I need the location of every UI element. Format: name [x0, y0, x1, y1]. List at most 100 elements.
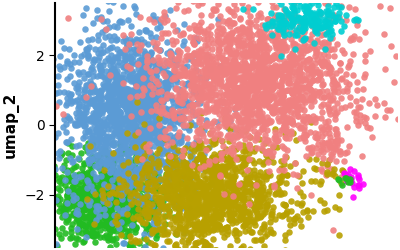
Point: [241, 100, 248, 104]
Point: [395, 117, 400, 121]
Point: [150, 199, 156, 203]
Point: [144, 181, 150, 185]
Point: [114, 196, 120, 200]
Point: [207, 162, 214, 166]
Point: [70, 179, 77, 183]
Point: [158, 142, 164, 146]
Point: [213, 107, 220, 111]
Point: [76, 188, 82, 192]
Point: [280, 30, 286, 34]
Point: [118, 96, 124, 100]
Point: [215, 191, 221, 195]
Point: [98, 174, 105, 178]
Point: [334, 101, 340, 105]
Point: [122, 107, 129, 111]
Point: [252, 94, 258, 98]
Point: [121, 90, 128, 94]
Point: [322, 61, 328, 65]
Point: [198, 91, 205, 95]
Point: [75, 186, 82, 190]
Point: [262, 141, 268, 145]
Point: [211, 156, 217, 160]
Point: [156, 25, 163, 29]
Point: [114, 72, 120, 76]
Point: [114, 214, 121, 218]
Point: [146, 136, 152, 140]
Point: [122, 146, 128, 150]
Point: [229, 10, 235, 14]
Point: [210, 76, 217, 80]
Point: [332, 174, 338, 178]
Point: [133, 90, 139, 94]
Point: [152, 243, 158, 247]
Point: [314, 136, 320, 140]
Point: [62, 178, 68, 182]
Point: [177, 117, 184, 121]
Point: [193, 60, 199, 64]
Point: [138, 94, 144, 98]
Point: [247, 182, 254, 186]
Point: [104, 172, 110, 175]
Point: [254, 32, 260, 36]
Point: [277, 83, 283, 87]
Point: [230, 178, 236, 182]
Point: [71, 82, 77, 86]
Point: [230, 13, 237, 17]
Point: [288, 12, 294, 16]
Point: [130, 113, 136, 117]
Point: [213, 174, 219, 178]
Point: [74, 230, 81, 234]
Point: [180, 94, 186, 98]
Point: [140, 155, 146, 159]
Point: [138, 109, 144, 113]
Point: [252, 88, 258, 92]
Point: [102, 84, 108, 88]
Point: [263, 52, 269, 56]
Point: [146, 55, 152, 59]
Point: [355, 18, 361, 22]
Point: [263, 45, 269, 49]
Point: [95, 159, 102, 163]
Point: [90, 69, 96, 73]
Point: [134, 67, 141, 71]
Point: [216, 182, 223, 186]
Point: [124, 43, 131, 47]
Point: [114, 170, 121, 174]
Point: [224, 70, 230, 74]
Point: [218, 164, 224, 168]
Point: [173, 162, 180, 166]
Point: [148, 70, 154, 74]
Point: [101, 212, 107, 216]
Point: [162, 89, 168, 93]
Point: [243, 114, 249, 118]
Point: [278, 159, 284, 163]
Point: [271, 75, 278, 79]
Point: [136, 242, 142, 246]
Point: [360, 88, 367, 92]
Point: [150, 40, 156, 44]
Point: [335, 15, 341, 19]
Point: [120, 140, 127, 144]
Point: [84, 197, 90, 201]
Point: [128, 202, 134, 206]
Point: [299, 86, 306, 90]
Point: [254, 216, 260, 220]
Point: [185, 81, 191, 85]
Point: [226, 32, 232, 36]
Point: [132, 140, 139, 144]
Point: [247, 126, 254, 130]
Point: [96, 198, 102, 202]
Point: [136, 194, 142, 198]
Point: [162, 214, 168, 218]
Point: [262, 60, 268, 64]
Point: [391, 80, 398, 84]
Point: [120, 161, 127, 165]
Point: [146, 106, 153, 110]
Point: [94, 215, 100, 219]
Point: [233, 50, 239, 54]
Point: [218, 152, 224, 156]
Point: [173, 170, 180, 174]
Point: [234, 92, 240, 96]
Point: [126, 185, 132, 189]
Point: [92, 219, 99, 223]
